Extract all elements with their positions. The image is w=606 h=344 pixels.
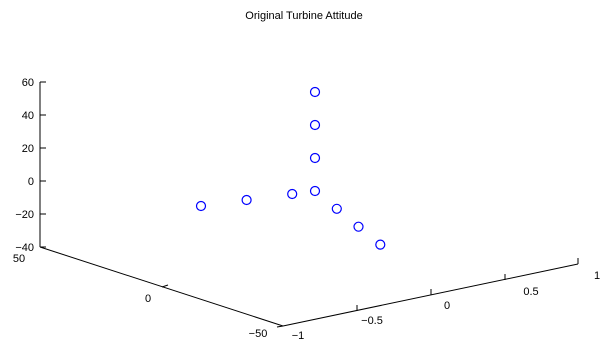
data-point-marker (309, 185, 321, 197)
x-tick-label: −1 (292, 330, 305, 342)
x-axis-ticks: −1 −0.5 0 0.5 1 (292, 258, 600, 342)
z-tick-label: −40 (15, 242, 34, 254)
z-tick-label: 0 (28, 176, 34, 188)
y-axis-line (39, 246, 284, 327)
y-tick-label: 0 (145, 293, 151, 305)
y-tick-mark (161, 284, 169, 288)
data-point-marker (309, 119, 321, 131)
y-tick-label: −50 (249, 328, 268, 340)
z-axis-ticks: 60 40 20 0 −20 −40 (15, 77, 46, 254)
axes (39, 82, 579, 327)
scatter-points (195, 86, 386, 250)
data-point-marker (241, 194, 252, 206)
z-tick-label: 40 (22, 110, 34, 122)
x-tick-label: −0.5 (361, 315, 383, 327)
data-point-marker (309, 86, 321, 98)
y-axis-ticks: 50 0 −50 (13, 253, 284, 340)
z-tick-label: 20 (22, 143, 34, 155)
chart-title: Original Turbine Attitude (245, 10, 362, 22)
x-tick-label: 1 (594, 270, 600, 282)
x-tick-label: 0 (444, 300, 450, 312)
y-tick-label: 50 (13, 253, 25, 265)
data-point-marker (353, 221, 364, 232)
y-tick-mark (276, 325, 284, 328)
data-point-marker (331, 203, 342, 214)
x-tick-label: 0.5 (523, 286, 538, 298)
data-point-marker (375, 239, 386, 250)
z-tick-label: −20 (15, 209, 34, 221)
data-point-marker (287, 188, 298, 200)
data-point-marker (309, 152, 321, 164)
z-tick-label: 60 (22, 77, 34, 89)
data-point-marker (195, 200, 207, 212)
